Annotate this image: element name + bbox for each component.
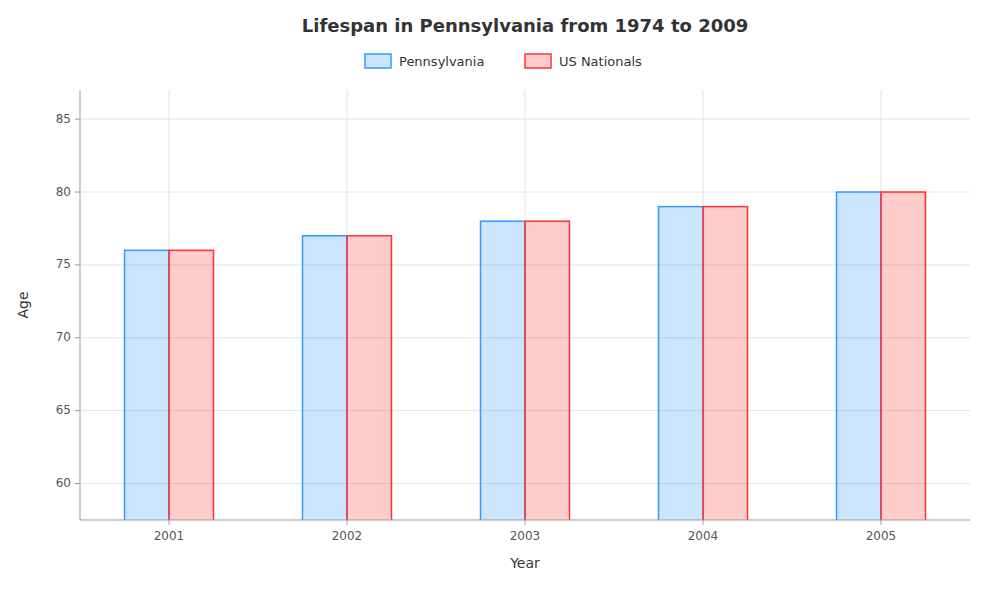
y-tick-label: 80 [56,185,71,199]
y-tick [75,264,80,265]
legend: Pennsylvania US Nationals [365,54,642,69]
bar [347,236,392,520]
chart-container: 60 65 70 75 80 85 2001 2002 2003 2004 2005 Lifespan… [0,0,1000,600]
bar [169,250,214,520]
y-tick-label: 60 [56,476,71,490]
x-tick [881,520,882,525]
legend-label: US Nationals [559,54,642,69]
bar [303,236,348,520]
x-tick [347,520,348,525]
bar [659,207,704,520]
y-tick [75,119,80,120]
x-tick [525,520,526,525]
y-tick [75,483,80,484]
x-tick-label: 2001 [154,529,185,543]
x-tick [703,520,704,525]
bar [481,221,526,520]
y-axis-line [80,90,81,520]
legend-swatch [365,54,391,68]
bar [525,221,570,520]
x-tick-label: 2005 [866,529,897,543]
x-tick-label: 2002 [332,529,363,543]
y-tick-label: 85 [56,112,71,126]
legend-label: Pennsylvania [399,54,484,69]
y-tick-label: 75 [56,257,71,271]
bar [881,192,926,520]
x-tick [169,520,170,525]
x-tick-label: 2003 [510,529,541,543]
title: Lifespan in Pennsylvania from 1974 to 20… [302,15,748,36]
bars [125,192,926,520]
y-tick-label: 70 [56,330,71,344]
y-tick [75,410,80,411]
x-axis-label: Year [509,555,540,571]
y-axis-label: Age [15,291,31,318]
legend-swatch [525,54,551,68]
chart: 60 65 70 75 80 85 2001 2002 2003 2004 2005 Lifespan… [0,0,1000,600]
bar [837,192,882,520]
bar [125,250,170,520]
y-tick [75,337,80,338]
bar [703,207,748,520]
y-tick [75,192,80,193]
x-tick-label: 2004 [688,529,719,543]
y-tick-label: 65 [56,403,71,417]
